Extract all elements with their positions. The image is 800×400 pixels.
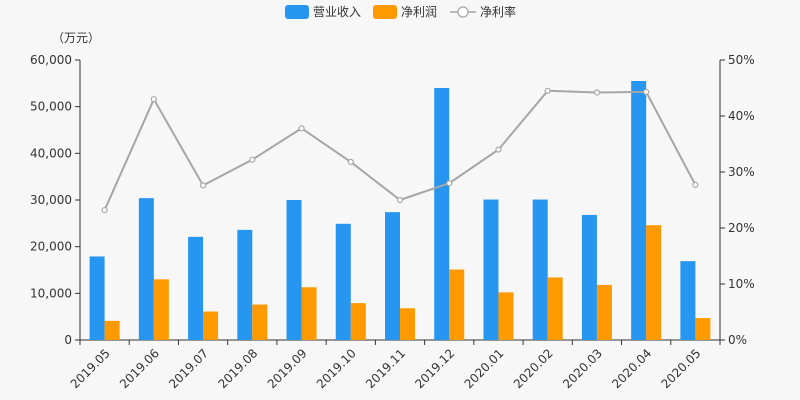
x-tick-label: 2019.09 <box>265 346 310 391</box>
y-left-tick-label: 10,000 <box>30 286 72 300</box>
y-right-tick-label: 50% <box>728 53 755 67</box>
y-right-tick-label: 30% <box>728 165 755 179</box>
legend-swatch-revenue <box>285 5 309 19</box>
x-tick-label: 2019.12 <box>412 346 457 391</box>
bar-revenue <box>89 256 105 340</box>
bar-profit <box>350 303 366 340</box>
bar-profit <box>203 311 219 340</box>
bar-revenue <box>483 199 499 340</box>
y-left-tick-label: 50,000 <box>30 100 72 114</box>
margin-line-path <box>103 89 697 211</box>
margin-point <box>692 181 699 188</box>
bars <box>89 81 711 340</box>
bar-profit <box>252 304 268 340</box>
y-left-tick-label: 20,000 <box>30 240 72 254</box>
y-right-tick-label: 10% <box>728 277 755 291</box>
x-tick-label: 2020.04 <box>609 346 654 391</box>
y-right-tick-label: 20% <box>728 221 755 235</box>
unit-label: （万元） <box>52 31 100 45</box>
legend: 营业收入 净利润 净利率 <box>285 4 516 19</box>
y-right-tick-label: 40% <box>728 109 755 123</box>
margin-point <box>446 180 453 187</box>
margin-point <box>101 206 108 214</box>
margin-point <box>544 87 551 94</box>
margin-point <box>347 158 354 166</box>
legend-label-margin: 净利率 <box>480 4 516 19</box>
bar-revenue <box>385 212 400 340</box>
y-left-tick-label: 0 <box>64 333 72 347</box>
x-tick-label: 2020.05 <box>659 346 704 391</box>
bar-profit <box>695 318 711 340</box>
y-left-tick-label: 60,000 <box>30 53 72 67</box>
bar-profit <box>301 287 317 340</box>
x-tick-label: 2020.01 <box>462 346 507 391</box>
margin-line <box>101 87 699 214</box>
bar-revenue <box>434 88 450 340</box>
x-tick-label: 2019.06 <box>117 346 162 391</box>
legend-label-revenue: 营业收入 <box>313 5 361 19</box>
margin-point <box>249 156 256 163</box>
bar-revenue <box>335 223 351 340</box>
bar-profit <box>646 225 662 340</box>
bar-revenue <box>631 81 647 340</box>
bar-revenue <box>188 236 204 340</box>
legend-marker-margin <box>457 6 469 18</box>
bar-profit <box>153 279 169 340</box>
x-tick-label: 2019.07 <box>166 346 211 391</box>
margin-point <box>396 196 404 204</box>
bar-profit <box>400 308 415 340</box>
x-tick-label: 2019.11 <box>363 346 408 391</box>
bar-revenue <box>286 200 302 340</box>
bar-profit <box>104 320 120 340</box>
margin-point <box>199 182 207 189</box>
legend-swatch-profit <box>373 5 397 19</box>
bar-revenue <box>532 199 548 340</box>
bar-profit <box>498 292 514 340</box>
x-tick-label: 2019.10 <box>314 346 359 391</box>
margin-point <box>495 146 502 153</box>
x-tick-label: 2020.03 <box>560 346 605 391</box>
bar-revenue <box>680 261 696 340</box>
x-tick-label: 2019.05 <box>68 346 113 391</box>
x-tick-label: 2019.08 <box>215 346 260 391</box>
bar-profit <box>596 284 612 340</box>
margin-point <box>593 89 601 96</box>
y-left-tick-label: 30,000 <box>30 193 72 207</box>
y-left-tick-label: 40,000 <box>30 146 72 160</box>
bar-revenue <box>138 198 154 340</box>
bar-profit <box>449 269 465 340</box>
margin-point <box>643 88 650 96</box>
y-right-tick-label: 0% <box>728 333 747 347</box>
bar-revenue <box>237 229 253 340</box>
bar-revenue <box>581 214 597 340</box>
margin-point <box>150 96 157 103</box>
legend-label-profit: 净利润 <box>401 5 437 19</box>
bar-profit <box>547 277 563 340</box>
x-tick-label: 2020.02 <box>511 346 556 391</box>
margin-point <box>298 125 305 132</box>
